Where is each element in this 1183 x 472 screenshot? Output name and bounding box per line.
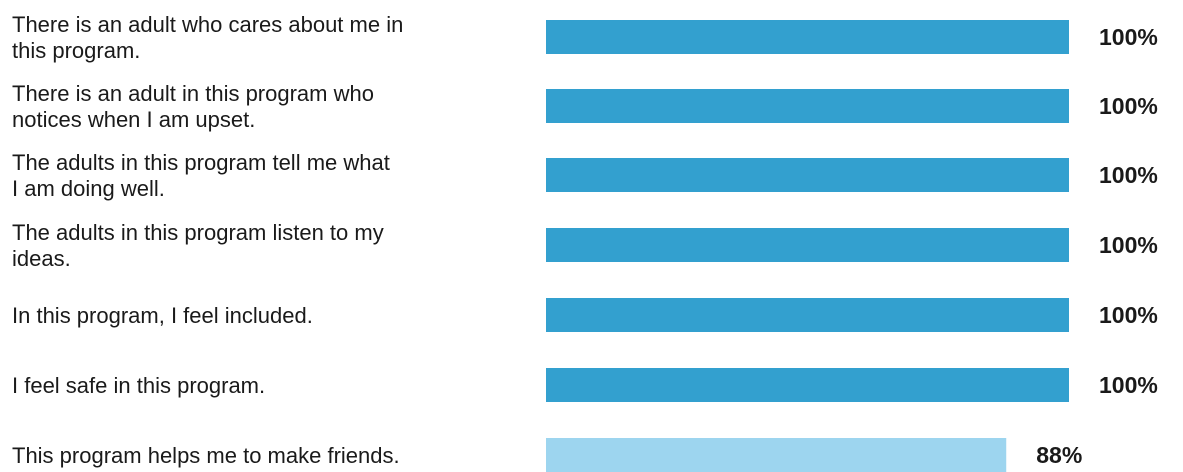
category-label-line: The adults in this program tell me what [12,150,390,175]
bar [546,438,1007,472]
category-label-line: I feel safe in this program. [12,373,265,398]
category-label-line: In this program, I feel included. [12,303,313,328]
value-label: 88% [1036,442,1082,468]
category-label-line: ideas. [12,246,71,271]
value-label: 100% [1099,162,1158,188]
bar [546,298,1069,332]
value-label: 100% [1099,93,1158,119]
category-label: I feel safe in this program. [12,373,265,398]
bar [546,368,1069,402]
category-label: In this program, I feel included. [12,303,313,328]
category-label-line: this program. [12,38,140,63]
category-label: There is an adult who cares about me in t… [12,12,403,63]
bar [546,158,1069,192]
value-label: 100% [1099,302,1158,328]
category-label-line: notices when I am upset. [12,107,255,132]
category-label-line: There is an adult who cares about me in [12,12,403,37]
category-label: There is an adult in this program who not… [12,81,374,132]
category-label-line: There is an adult in this program who [12,81,374,106]
bar [546,228,1069,262]
category-label: This program helps me to make friends. [12,443,400,468]
category-label: The adults in this program listen to my i… [12,220,384,271]
bar [546,20,1069,54]
value-label: 100% [1099,232,1158,258]
value-label: 100% [1099,24,1158,50]
bar [546,89,1069,123]
category-label-line: I am doing well. [12,176,165,201]
value-label: 100% [1099,372,1158,398]
category-label: The adults in this program tell me what I… [12,150,390,201]
category-label-line: This program helps me to make friends. [12,443,400,468]
category-label-line: The adults in this program listen to my [12,220,384,245]
